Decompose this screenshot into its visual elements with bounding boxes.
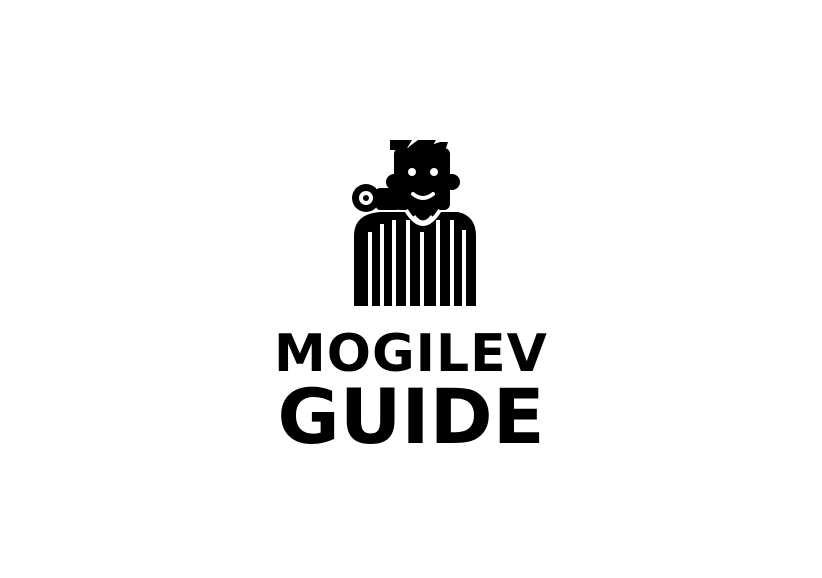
wordmark-guide: GUIDE xyxy=(277,372,545,461)
guide-man-with-camera-icon xyxy=(352,140,476,306)
wordmark-mogilev: MOGILEV xyxy=(274,324,548,384)
